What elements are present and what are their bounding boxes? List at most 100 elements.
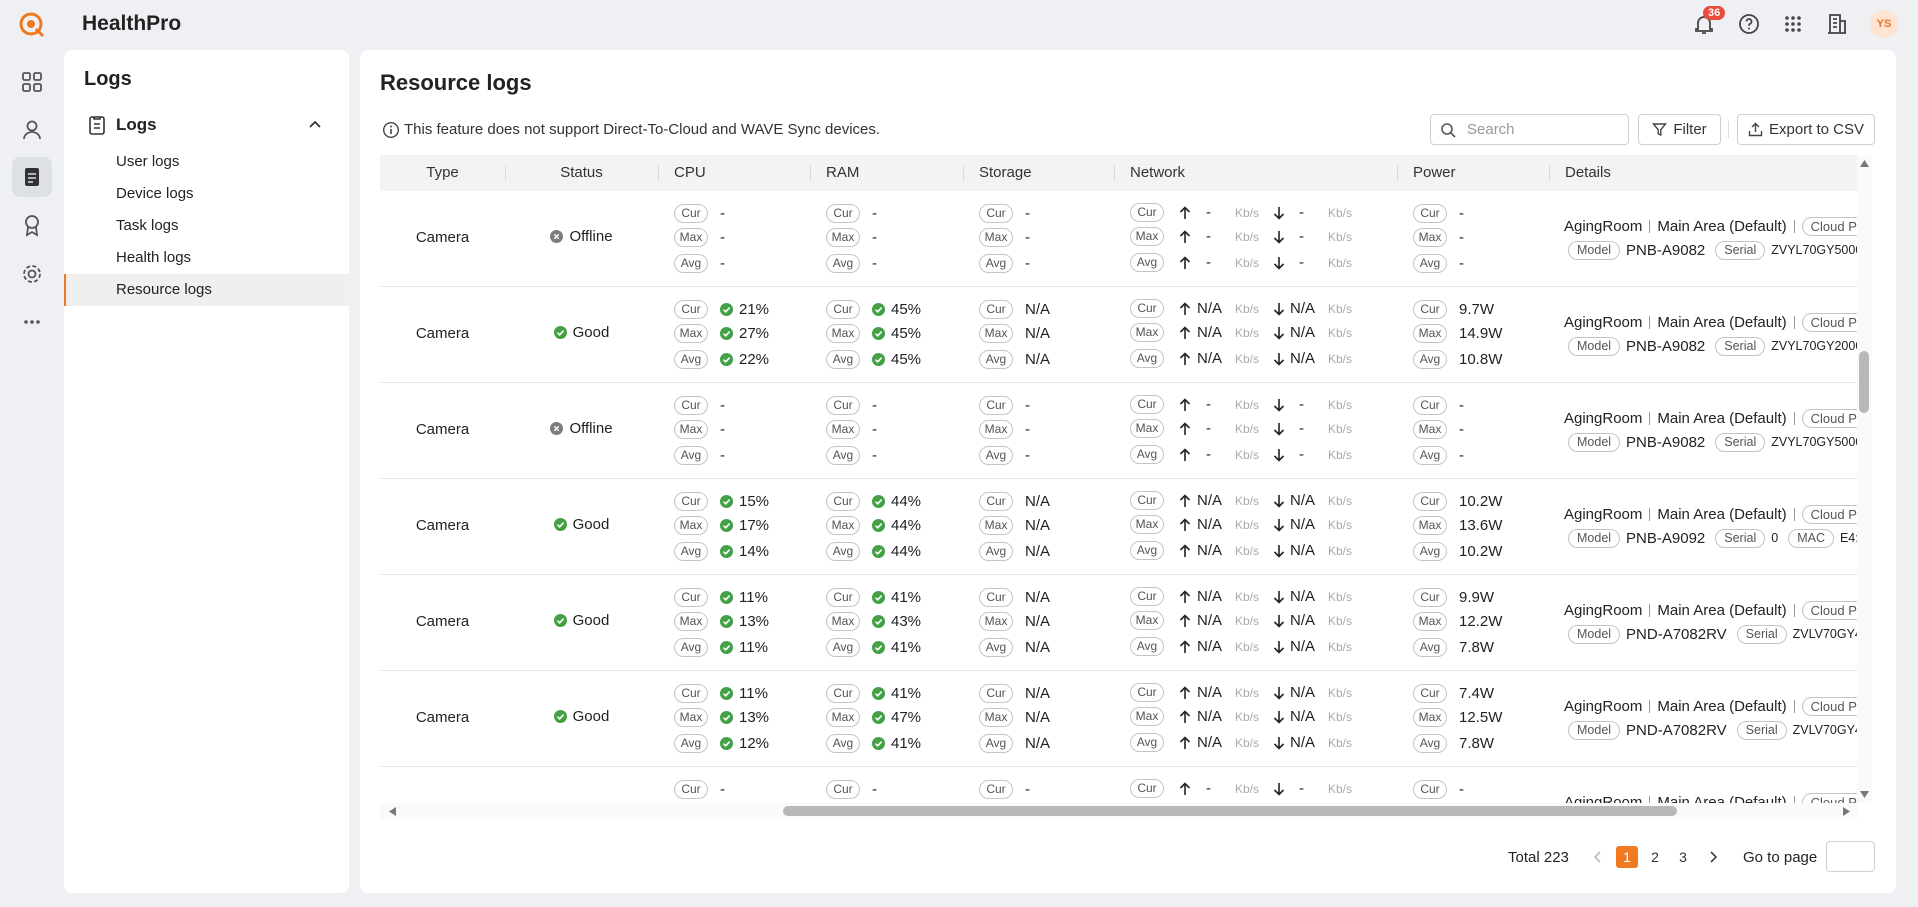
scroll-thumb[interactable] — [783, 806, 1677, 816]
metric-value: 11% — [739, 684, 768, 702]
scroll-left[interactable] — [388, 806, 397, 817]
metric-line: Max - — [1413, 419, 1464, 439]
metric-value: 10.2W — [1459, 542, 1503, 560]
serial-value: 0 — [1771, 531, 1779, 545]
section-icon — [89, 116, 105, 135]
page-button[interactable]: 2 — [1651, 849, 1659, 865]
user-avatar[interactable]: YS — [1870, 10, 1898, 38]
scroll-up[interactable] — [1859, 159, 1870, 168]
metric-line: Avg - — [826, 253, 877, 273]
glyph-part — [553, 326, 567, 339]
rate-unit: Kb/s — [1235, 710, 1260, 724]
rate-unit: Kb/s — [1328, 590, 1353, 604]
metric-value: 11% — [739, 638, 768, 656]
apps-icon[interactable] — [1781, 12, 1805, 36]
table-row: Camera Offline Cur - Max - Avg - Cur - Max - Avg - Cur… — [380, 191, 1857, 287]
down-icon — [1273, 614, 1285, 628]
network-line: Avg N/A Kb/s N/A Kb/s — [1130, 733, 1390, 753]
serial-label: Serial — [1715, 336, 1766, 356]
nav-item-label: Health logs — [116, 249, 192, 266]
nav-item[interactable]: Resource logs — [64, 274, 349, 306]
metric-label: Max — [1413, 323, 1447, 343]
metric-line: Max 12.2W — [1413, 611, 1502, 631]
metric-value: 12.2W — [1459, 612, 1503, 630]
metric-value: 44% — [891, 516, 922, 534]
search-box[interactable]: Search — [1430, 114, 1629, 145]
details-info: Model PNB-A9082 Serial ZVYL70GY20000JZ — [1564, 336, 1857, 356]
metric-label: Max — [674, 611, 708, 631]
metric-label: Avg — [1130, 253, 1164, 272]
goto-input[interactable] — [1826, 841, 1875, 872]
download-value: N/A — [1290, 542, 1316, 559]
filter-button[interactable]: Filter — [1638, 114, 1721, 145]
license-icon[interactable] — [18, 211, 46, 239]
metric-label: Avg — [1413, 637, 1447, 657]
metric-line: Avg - — [826, 445, 877, 465]
down-icon — [1273, 544, 1285, 558]
device-type: Camera — [415, 613, 470, 630]
metric-label: Avg — [1130, 637, 1164, 656]
metric-label: Cur — [1130, 203, 1164, 222]
nav-item[interactable]: Device logs — [64, 178, 349, 210]
separator — [1649, 219, 1651, 233]
rate-unit: Kb/s — [1328, 206, 1353, 220]
metric-label: Avg — [979, 541, 1013, 561]
metric-label: Avg — [674, 733, 708, 753]
good-icon — [872, 710, 885, 724]
status-text: Good — [572, 612, 610, 629]
column-divider — [1549, 165, 1550, 181]
dashboard-icon[interactable] — [18, 68, 46, 96]
glyph-part — [874, 714, 883, 721]
section-title[interactable]: Logs — [116, 115, 157, 134]
users-icon[interactable] — [18, 116, 46, 144]
metric-value: - — [1025, 228, 1030, 246]
nav-item[interactable]: Task logs — [64, 210, 349, 242]
horizontal-scrollbar[interactable] — [380, 803, 1857, 819]
prev-page[interactable] — [1592, 850, 1604, 864]
collapse-icon[interactable] — [307, 117, 323, 133]
scroll-right[interactable] — [1842, 806, 1851, 817]
organization-icon[interactable] — [1825, 12, 1849, 36]
location-text: Main Area (Default) — [1657, 313, 1787, 331]
page-button[interactable]: 1 — [1616, 846, 1638, 868]
logs-icon[interactable] — [18, 163, 46, 191]
scroll-down[interactable] — [1859, 790, 1870, 799]
up-icon — [1179, 710, 1191, 724]
more-icon[interactable] — [18, 308, 46, 336]
up-icon — [1179, 614, 1191, 628]
column-header: Storage — [979, 164, 1032, 181]
rate-unit: Kb/s — [1328, 736, 1353, 750]
metric-line: Max 12.5W — [1413, 707, 1502, 727]
metric-label: Cur — [674, 683, 708, 703]
metric-label: Max — [826, 707, 860, 727]
glyph-part — [1179, 256, 1191, 269]
next-page[interactable] — [1707, 850, 1719, 864]
down-icon — [1273, 302, 1285, 316]
column-header: Status — [560, 164, 603, 181]
good-icon — [720, 686, 733, 700]
upload-value: N/A — [1197, 542, 1223, 559]
separator — [1649, 795, 1651, 803]
help-icon[interactable] — [1737, 12, 1761, 36]
logo[interactable] — [18, 11, 46, 39]
metric-value: - — [1025, 204, 1030, 222]
nav-item[interactable]: Health logs — [64, 242, 349, 274]
glyph-part — [556, 618, 564, 624]
rate-unit: Kb/s — [1235, 686, 1260, 700]
metric-label: Cur — [826, 779, 860, 799]
metric-value: 47% — [891, 708, 922, 726]
metric-label: Cur — [1413, 779, 1447, 799]
metric-label: Max — [979, 419, 1013, 439]
metric-line: Cur - — [674, 779, 725, 799]
metric-label: Avg — [1130, 541, 1164, 560]
glyph-part — [1179, 206, 1191, 219]
nav-item[interactable]: User logs — [64, 146, 349, 178]
vertical-scrollbar[interactable] — [1857, 155, 1872, 803]
glyph-part — [1179, 640, 1191, 653]
settings-icon[interactable] — [18, 260, 46, 288]
scroll-thumb[interactable] — [1859, 351, 1869, 413]
good-icon — [720, 518, 733, 532]
page-button[interactable]: 3 — [1679, 849, 1687, 865]
device-type: Camera — [415, 517, 470, 534]
export-button[interactable]: Export to CSV — [1737, 114, 1875, 145]
